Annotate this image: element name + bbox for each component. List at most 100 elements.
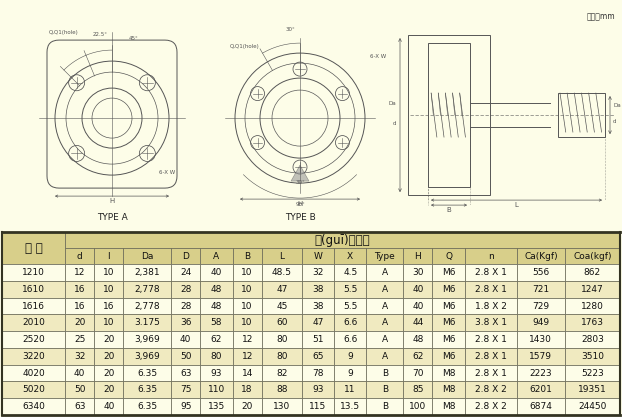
- Text: 2.8 X 2: 2.8 X 2: [475, 402, 507, 411]
- Text: 28: 28: [180, 285, 192, 294]
- Text: 1616: 1616: [22, 301, 45, 311]
- Text: 115: 115: [309, 402, 327, 411]
- Text: 20: 20: [241, 402, 253, 411]
- Text: 32: 32: [74, 352, 85, 361]
- Text: d: d: [77, 251, 83, 261]
- Bar: [262, 264, 302, 281]
- Text: 88: 88: [276, 385, 287, 394]
- Text: 3510: 3510: [581, 352, 604, 361]
- Bar: [403, 298, 432, 314]
- Text: Da: Da: [141, 251, 154, 261]
- Bar: [65, 398, 95, 415]
- Bar: [465, 348, 517, 365]
- Text: 100: 100: [409, 402, 427, 411]
- Bar: [233, 382, 262, 398]
- Bar: [123, 248, 171, 264]
- Text: 2.8 X 1: 2.8 X 1: [475, 369, 507, 378]
- Bar: [565, 298, 620, 314]
- Bar: [334, 281, 366, 298]
- Text: 130: 130: [273, 402, 290, 411]
- Bar: [2, 398, 65, 415]
- Bar: [123, 382, 171, 398]
- Text: 70: 70: [412, 369, 424, 378]
- Bar: [403, 331, 432, 348]
- Text: 949: 949: [532, 318, 549, 327]
- Bar: [233, 314, 262, 331]
- Bar: [565, 348, 620, 365]
- Bar: [233, 348, 262, 365]
- Bar: [366, 348, 403, 365]
- Text: TYPE B: TYPE B: [285, 213, 315, 222]
- Text: 3220: 3220: [22, 352, 45, 361]
- Bar: [302, 314, 334, 331]
- Bar: [517, 281, 565, 298]
- Bar: [65, 281, 95, 298]
- Bar: [200, 348, 233, 365]
- Text: 729: 729: [532, 301, 549, 311]
- Text: 1.8 X 2: 1.8 X 2: [475, 301, 507, 311]
- Bar: [2, 264, 65, 281]
- Bar: [334, 298, 366, 314]
- Bar: [517, 398, 565, 415]
- Text: 2223: 2223: [529, 369, 552, 378]
- Bar: [432, 382, 465, 398]
- Text: 28: 28: [180, 301, 192, 311]
- Bar: [95, 298, 123, 314]
- Bar: [432, 264, 465, 281]
- Bar: [517, 248, 565, 264]
- Text: 38: 38: [312, 301, 323, 311]
- Bar: [302, 264, 334, 281]
- Text: 82: 82: [276, 369, 287, 378]
- Text: B: B: [382, 402, 388, 411]
- Bar: [233, 281, 262, 298]
- Text: 40: 40: [180, 335, 192, 344]
- Text: 5.5: 5.5: [343, 285, 358, 294]
- Bar: [262, 331, 302, 348]
- Text: M6: M6: [442, 352, 455, 361]
- Text: 18: 18: [241, 385, 253, 394]
- Bar: [465, 248, 517, 264]
- Bar: [65, 331, 95, 348]
- Text: X: X: [347, 251, 353, 261]
- Text: A: A: [382, 301, 388, 311]
- Text: Coa(kgf): Coa(kgf): [573, 251, 611, 261]
- Text: 10: 10: [103, 318, 114, 327]
- Text: 62: 62: [412, 352, 424, 361]
- Bar: [334, 398, 366, 415]
- Bar: [65, 314, 95, 331]
- Text: 型 號: 型 號: [25, 242, 42, 255]
- Bar: [123, 365, 171, 382]
- Bar: [465, 398, 517, 415]
- Text: 6-X W: 6-X W: [370, 54, 386, 59]
- Bar: [65, 232, 620, 248]
- Bar: [65, 248, 95, 264]
- Text: A: A: [382, 285, 388, 294]
- Text: 32: 32: [312, 268, 323, 277]
- Bar: [302, 331, 334, 348]
- Text: 78: 78: [312, 369, 323, 378]
- Text: 40: 40: [412, 301, 424, 311]
- Bar: [403, 281, 432, 298]
- Text: d: d: [392, 121, 396, 126]
- Text: 6.35: 6.35: [137, 402, 157, 411]
- Text: 3.175: 3.175: [134, 318, 160, 327]
- Text: W: W: [313, 251, 322, 261]
- Bar: [233, 248, 262, 264]
- Text: M8: M8: [442, 402, 455, 411]
- Text: Da: Da: [613, 103, 621, 108]
- Text: M6: M6: [442, 268, 455, 277]
- Bar: [171, 314, 200, 331]
- Text: 93: 93: [211, 369, 222, 378]
- Bar: [95, 331, 123, 348]
- Text: 5020: 5020: [22, 385, 45, 394]
- Bar: [408, 35, 490, 195]
- Bar: [200, 264, 233, 281]
- Text: 1247: 1247: [581, 285, 604, 294]
- Text: M6: M6: [442, 318, 455, 327]
- Bar: [200, 331, 233, 348]
- Bar: [334, 331, 366, 348]
- Text: 10: 10: [103, 285, 114, 294]
- Bar: [334, 365, 366, 382]
- Polygon shape: [291, 165, 309, 181]
- Bar: [123, 314, 171, 331]
